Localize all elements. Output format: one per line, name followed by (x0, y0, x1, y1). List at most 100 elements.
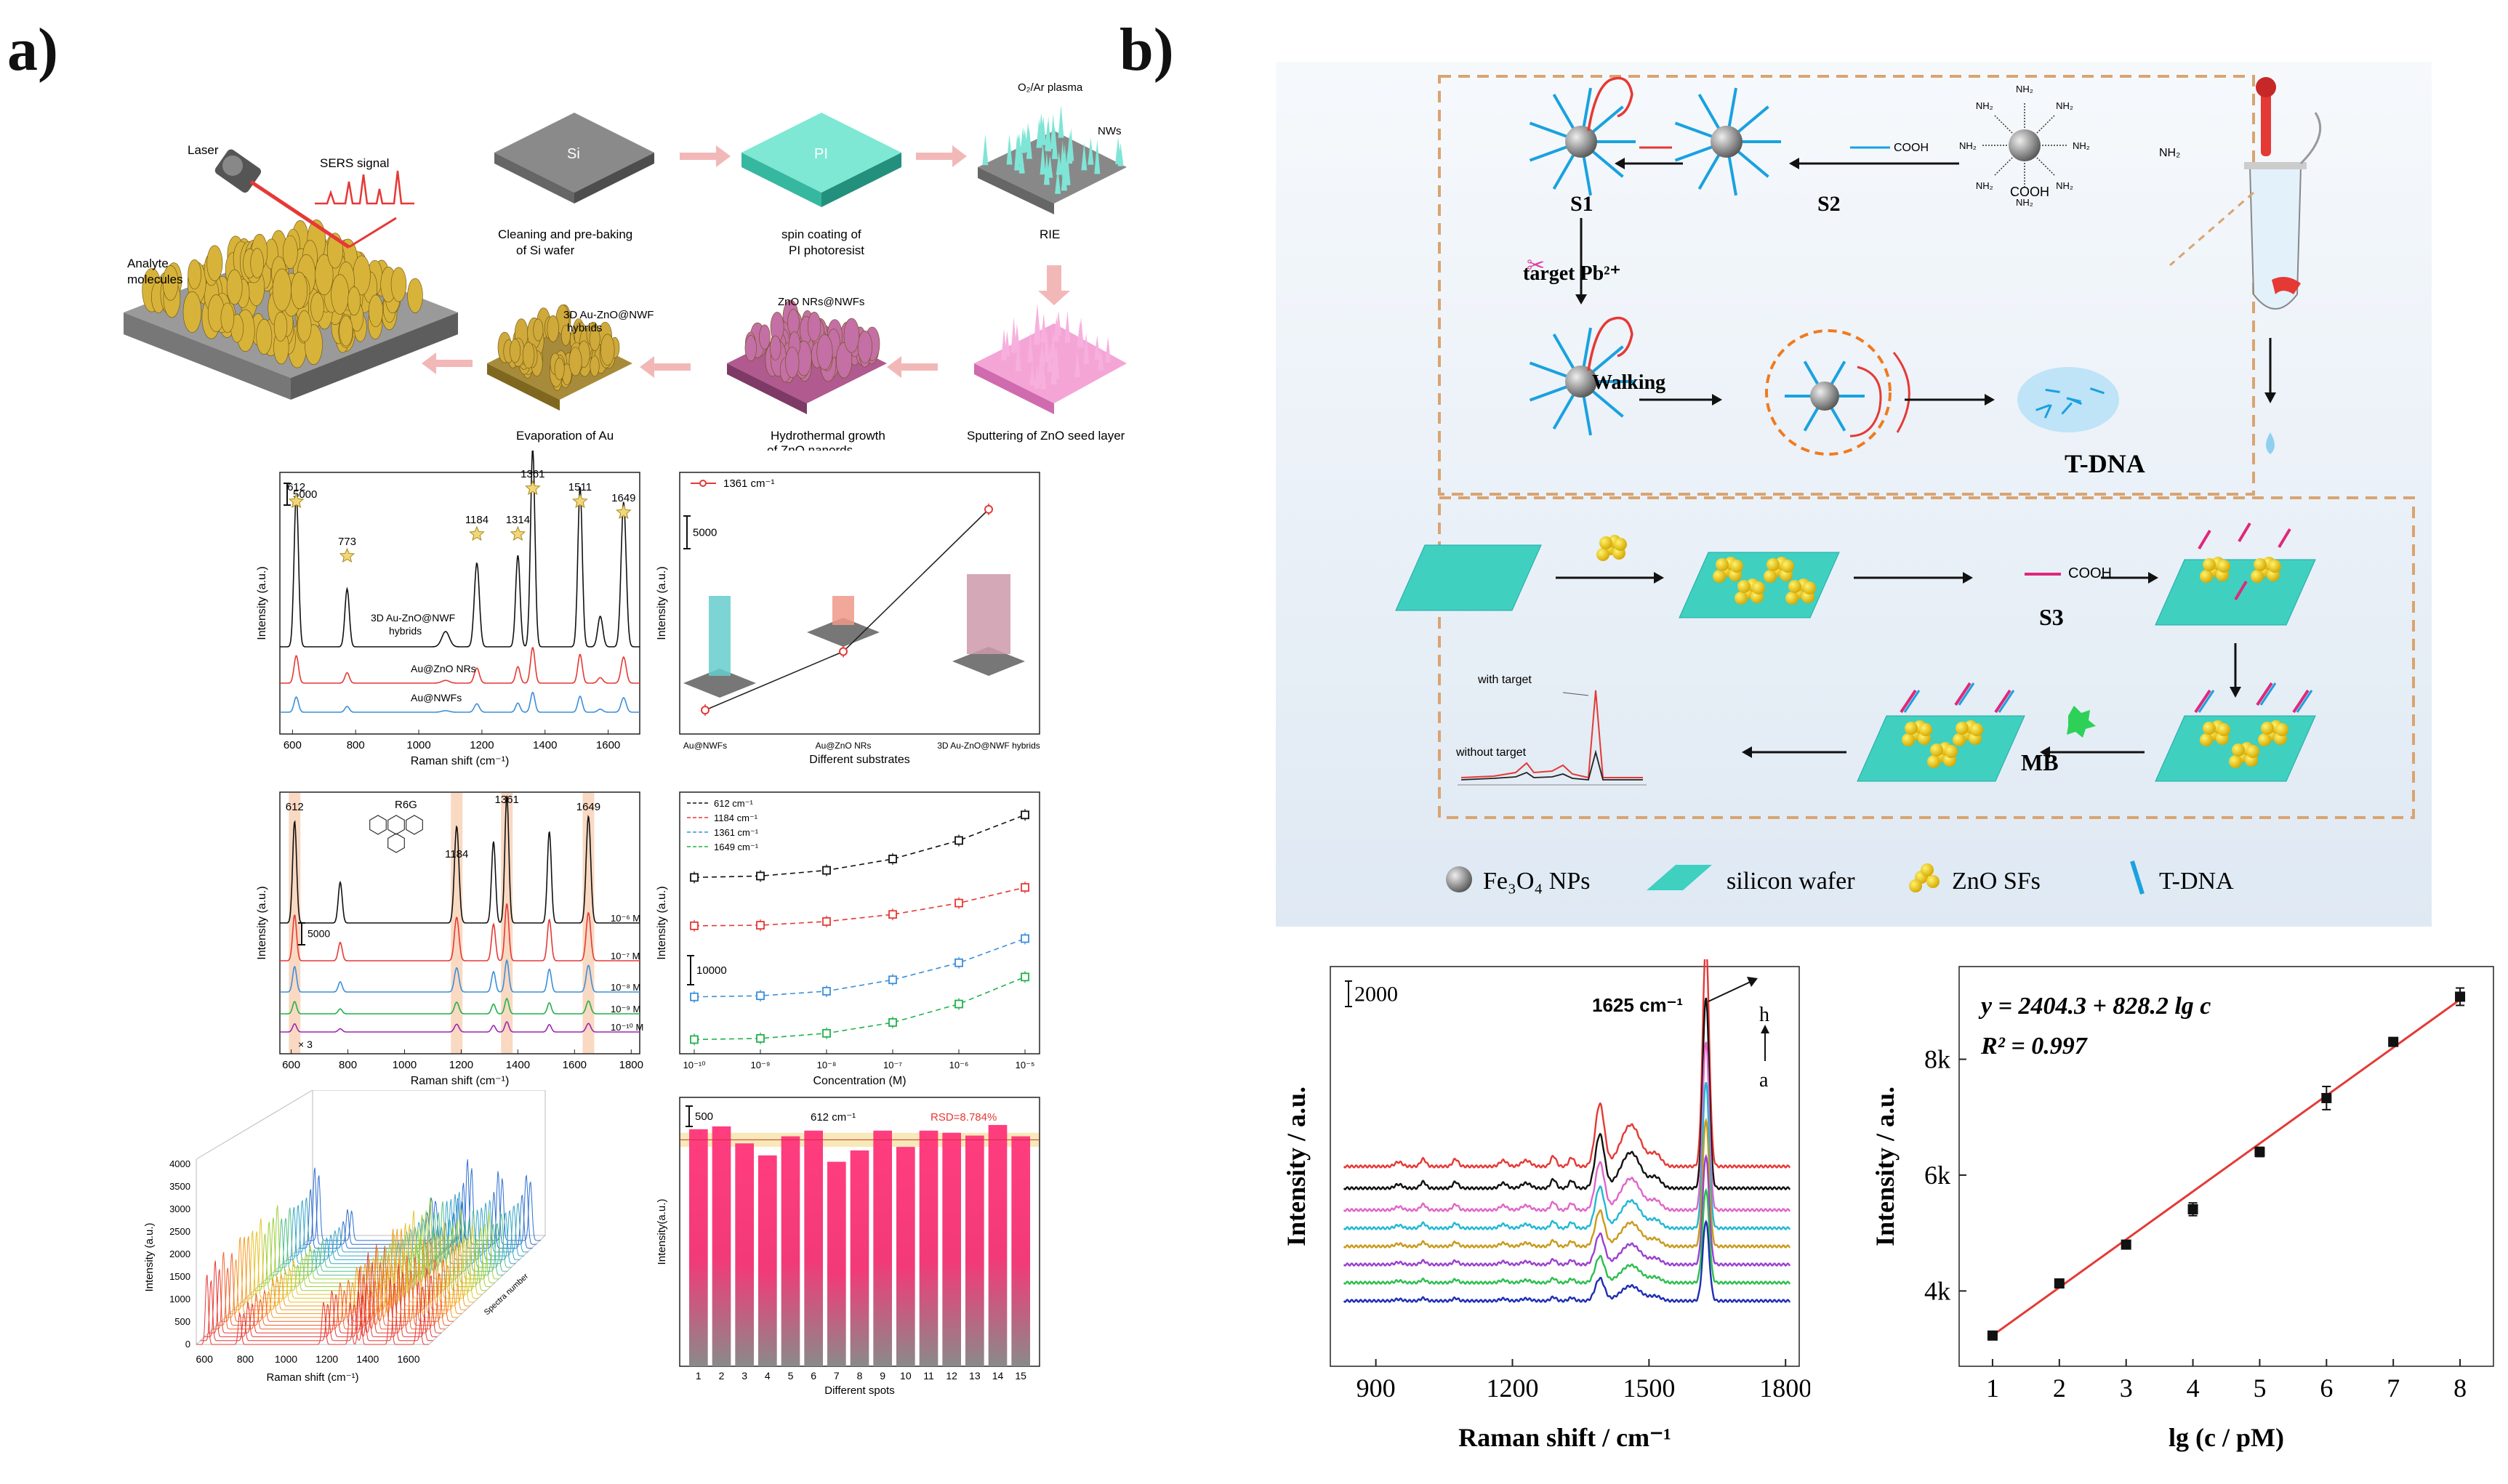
z-axis-label: Spectra number (483, 1272, 531, 1317)
equation-label: y = 2404.3 + 828.2 lg c (1978, 993, 2211, 1020)
peak-label: 1649 (611, 492, 635, 504)
zno-sf (1713, 557, 1743, 583)
arc-strand (1892, 352, 1910, 433)
step2-line1: spin coating of (781, 227, 861, 241)
x-tick-label: 1600 (596, 739, 620, 751)
scale-bar-label: 5000 (693, 527, 717, 539)
without-target-label: without target (1455, 746, 1527, 759)
x-tick-label: 14 (992, 1370, 1004, 1382)
y-axis-label: Intensity (a.u.) (256, 886, 268, 959)
data-point (1021, 934, 1029, 943)
series-label: 3D Au-ZnO@NWF (371, 612, 455, 624)
tube-lid (2299, 112, 2322, 165)
dropper (2261, 91, 2271, 156)
series-label: 10⁻⁹ M (611, 1004, 640, 1015)
x-tick-label: 3 (2120, 1374, 2133, 1403)
zno-particle (1970, 723, 1983, 736)
arrow-4 (887, 356, 938, 378)
x-axis-label: lg (c / pM) (2169, 1423, 2284, 1452)
zno-particle (1956, 722, 1969, 735)
bar (850, 1150, 869, 1366)
silicon-wafer (2155, 559, 2316, 626)
series-line (694, 937, 1026, 998)
peak-star-icon (288, 493, 305, 509)
nanowire (554, 358, 565, 381)
x-tick-label: 10⁻⁶ (949, 1060, 969, 1070)
nh2-text: NH₂ (2073, 140, 2090, 151)
nanowire (226, 269, 243, 305)
data-point (888, 910, 897, 919)
arrow-head (2148, 572, 2158, 584)
nanowire (982, 134, 989, 166)
r6g-structure (369, 815, 423, 853)
x-tick-label: 7 (834, 1370, 840, 1382)
nanowire (1040, 313, 1047, 343)
tdna-strand (1998, 690, 2015, 713)
axis-frame (679, 472, 1040, 735)
zno-particle (1905, 722, 1918, 735)
peak-highlight (582, 793, 595, 1053)
tdna-cluster (2017, 367, 2119, 432)
y-axis-label: Intensity (a.u.) (143, 1222, 156, 1291)
y-axis-label: Intensity (a.u.) (656, 886, 668, 959)
si-wafer-illustration: Si (494, 113, 654, 203)
x-tick-label: 800 (347, 739, 365, 751)
particle (1565, 366, 1597, 398)
dropper-bulb (2256, 77, 2276, 97)
zno-nrs-label: ZnO NRs@NWFs (778, 296, 864, 308)
nanowire (1040, 142, 1046, 175)
cooh-text: COOH (1894, 142, 1929, 154)
spectrum-line (1343, 1153, 1790, 1267)
data-point (2254, 1147, 2265, 1158)
nanowire (1064, 159, 1071, 183)
au-hybrid-illustration (487, 305, 632, 411)
chart5-3d-spectra: 600 800 1000 1200 1400 1600 0 500 1000 1500 2000 25… (143, 1090, 547, 1384)
nanowire (1050, 331, 1056, 359)
ring (369, 815, 387, 835)
series-line (694, 814, 1026, 879)
spectrum-line (280, 795, 640, 924)
step1-line1: Cleaning and pre-baking (498, 227, 632, 241)
bar (942, 1132, 961, 1366)
peak-label: 1184 (445, 848, 468, 860)
nanowire (1098, 347, 1104, 371)
spectrum-line (280, 997, 640, 1015)
nanowire (1015, 339, 1021, 371)
step4-label: Sputtering of ZnO seed layer (967, 429, 1125, 443)
peak-label: 1649 (576, 801, 600, 813)
arrow-1 (680, 145, 731, 167)
spectrum-line (280, 1021, 640, 1033)
y-axis-label: Intensity (a.u.) (256, 566, 268, 640)
data-point (701, 706, 710, 715)
nanowire (816, 334, 833, 371)
nh2-text: NH₂ (2056, 100, 2073, 111)
nh2-label: NH₂ (2159, 147, 2180, 159)
panel-b-label: b) (1120, 16, 1174, 84)
nanowire (273, 312, 288, 342)
x-axis-label: Different substrates (809, 754, 909, 766)
nanowire (600, 334, 615, 366)
x-tick-label: 5 (2253, 1374, 2266, 1403)
nh2-text: NH₂ (2016, 197, 2033, 208)
with-target-label: with target (1477, 674, 1532, 686)
s3-strand (2194, 689, 2211, 714)
spectrum-line (212, 1243, 446, 1330)
callout (2169, 191, 2254, 267)
zno-particle (1730, 560, 1743, 573)
data-point (756, 991, 765, 1001)
nanowire (1026, 128, 1032, 159)
arrow-head (2264, 392, 2276, 403)
nanowire (1083, 332, 1090, 365)
nanowire (1029, 362, 1036, 386)
legend-zno-icon (1909, 863, 1940, 892)
s3-strand (1954, 682, 1972, 706)
target-label: target Pb²⁺ (1523, 262, 1620, 285)
scale-bar-label: 5000 (293, 488, 317, 501)
s1-label: S1 (1570, 192, 1593, 216)
zno-particle (1902, 733, 1915, 746)
step3-label: RIE (1040, 227, 1060, 241)
y-tick-label: 1500 (169, 1271, 190, 1282)
x-tick-label: Au@NWFs (683, 741, 727, 751)
legend-fe3o4-icon (1446, 866, 1472, 892)
nanowire (1036, 118, 1042, 148)
